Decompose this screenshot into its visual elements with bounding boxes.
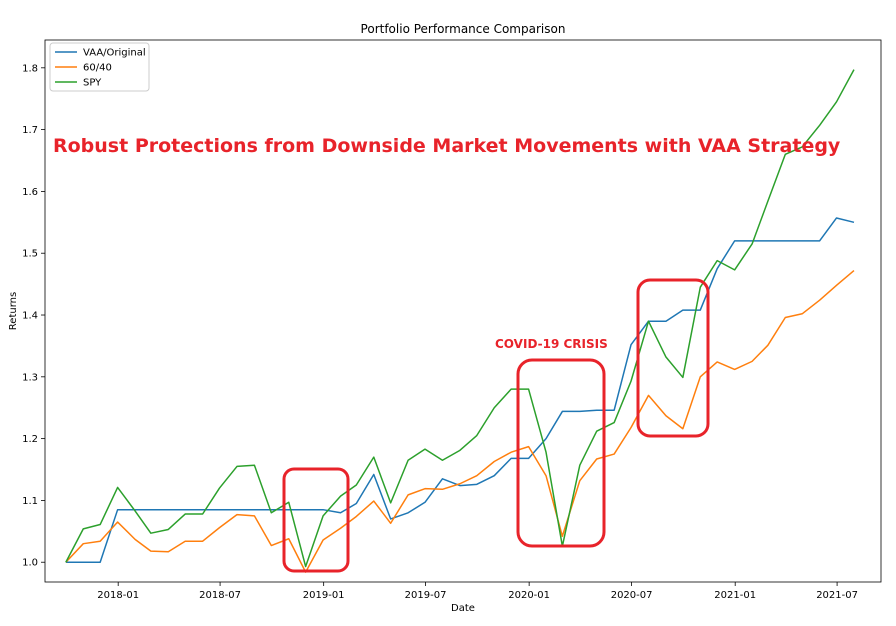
y-tick-label: 1.3 [22,372,38,383]
highlight-box-late-2018 [282,467,350,573]
y-tick-label: 1.0 [22,558,38,569]
annotations: Robust Protections from Downside Market … [53,135,841,573]
y-tick-label: 1.7 [22,125,38,136]
x-axis: 2018-01 2018-07 2019-01 2019-07 2020-01 2020-… [97,582,858,601]
x-tick-label: 2021-07 [816,590,858,601]
headline-annotation: Robust Protections from Downside Market … [53,135,841,157]
legend-box [49,42,150,92]
x-tick-label: 2019-01 [303,590,345,601]
highlight-box-covid-2020 [516,358,606,548]
legend-label: VAA/Original [83,48,146,59]
series-line-1 [65,269,855,573]
x-tick-label: 2020-07 [611,590,653,601]
series-line-0 [65,217,855,563]
x-tick-label: 2018-01 [97,590,139,601]
y-tick-label: 1.1 [22,496,38,507]
series-line-2 [65,69,855,568]
legend: VAA/Original 60/40 SPY [49,42,150,92]
y-tick-label: 1.5 [22,249,38,260]
legend-label: 60/40 [83,63,112,74]
y-tick-label: 1.2 [22,434,38,445]
axes-frame [44,39,882,583]
legend-label: SPY [83,78,102,89]
y-tick-label: 1.8 [22,63,38,74]
x-tick-label: 2018-07 [199,590,241,601]
x-tick-label: 2021-01 [714,590,756,601]
chart-title: Portfolio Performance Comparison [361,22,566,36]
y-tick-label: 1.6 [22,187,38,198]
y-axis-title: Returns [8,292,19,330]
highlight-box-autumn-2020 [636,278,710,438]
y-axis: 1.0 1.1 1.2 1.3 1.4 1.5 1.6 1.7 1.8 [22,63,45,569]
plot-area [65,69,855,573]
y-tick-label: 1.4 [22,311,38,322]
x-tick-label: 2019-07 [405,590,447,601]
x-tick-label: 2020-01 [508,590,550,601]
covid-crisis-label: COVID-19 CRISIS [495,337,608,351]
x-axis-title: Date [451,603,475,614]
